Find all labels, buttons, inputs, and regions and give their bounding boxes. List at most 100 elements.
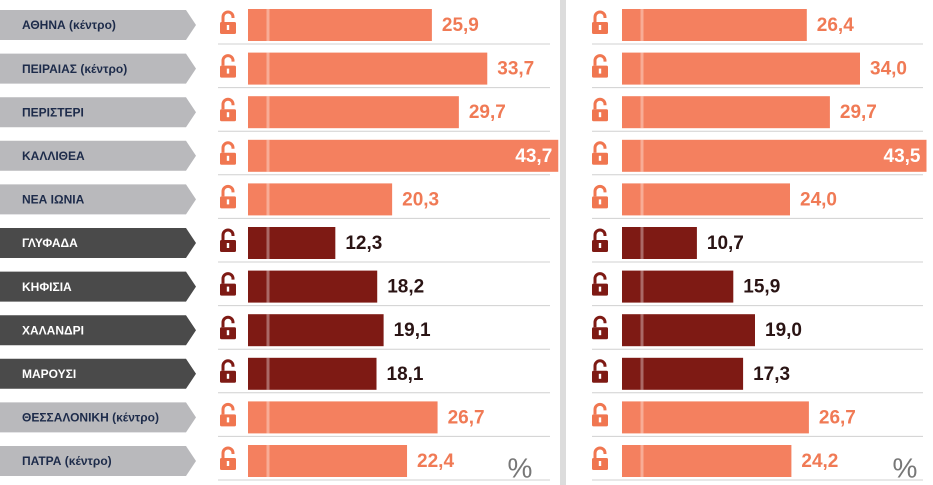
- category-tab: [0, 358, 196, 389]
- lock-hole: [226, 330, 230, 336]
- category-label: ΘΕΣΣΑΛΟΝΙΚΗ (κέντρο): [22, 411, 159, 425]
- category-label: ΝΕΑ ΙΩΝΙΑ: [22, 193, 85, 207]
- value-label: 18,1: [387, 364, 424, 385]
- category-label: ΓΛΥΦΑΔΑ: [22, 236, 78, 250]
- bar: [622, 9, 807, 41]
- category-label: ΚΗΦΙΣΙΑ: [22, 280, 72, 294]
- category-tab: [0, 446, 196, 476]
- lock-shackle: [221, 228, 235, 240]
- lock-hole: [598, 155, 602, 161]
- bar: [248, 445, 408, 477]
- lock-icon: [592, 359, 608, 383]
- lock-hole: [598, 461, 602, 466]
- lock-icon: [220, 402, 236, 427]
- lock-icon: [220, 228, 236, 252]
- category-tab: [0, 10, 196, 40]
- bar: [248, 227, 336, 259]
- lock-hole: [226, 373, 230, 379]
- lock-icon: [220, 184, 236, 209]
- lock-icon: [592, 272, 608, 296]
- lock-shackle: [593, 228, 607, 240]
- value-label: 43,7: [515, 146, 552, 167]
- lock-icon: [592, 446, 608, 470]
- value-label: 26,7: [819, 407, 856, 428]
- category-label: ΠΕΙΡΑΙΑΣ (κέντρο): [22, 62, 127, 76]
- lock-hole: [598, 112, 602, 118]
- lock-icon: [592, 228, 608, 252]
- lock-icon: [220, 141, 236, 165]
- value-label: 29,7: [840, 102, 877, 123]
- value-label: 15,9: [743, 277, 780, 298]
- bar: [248, 357, 377, 390]
- unit-label: %: [893, 452, 918, 483]
- bar: [622, 52, 860, 85]
- unit-label: %: [508, 452, 533, 483]
- value-label: 12,3: [345, 233, 382, 254]
- lock-shackle: [593, 359, 607, 371]
- category-label: ΚΑΛΛΙΘΕΑ: [22, 149, 85, 163]
- lock-icon: [220, 446, 236, 470]
- bar: [622, 357, 744, 390]
- value-label: 43,5: [884, 146, 921, 167]
- bar: [248, 270, 378, 303]
- lock-icon: [220, 272, 236, 296]
- category-label: ΠΑΤΡΑ (κέντρο): [22, 454, 112, 468]
- lock-hole: [598, 373, 602, 379]
- category-tab: [0, 315, 196, 346]
- lock-hole: [226, 155, 230, 161]
- value-label: 19,0: [765, 320, 802, 341]
- lock-shackle: [221, 10, 235, 22]
- lock-hole: [598, 199, 602, 205]
- category-label: ΠΕΡΙΣΤΕΡΙ: [22, 105, 84, 119]
- bar: [248, 52, 488, 85]
- lock-icon: [220, 315, 236, 340]
- category-tab: [0, 402, 196, 433]
- value-label: 10,7: [707, 233, 744, 254]
- lock-hole: [598, 286, 602, 292]
- lock-icon: [592, 97, 608, 122]
- lock-hole: [598, 243, 602, 248]
- lock-shackle: [221, 272, 235, 284]
- value-label: 34,0: [870, 59, 907, 80]
- lock-icon: [220, 97, 236, 122]
- lock-shackle: [221, 141, 235, 153]
- bar: [248, 183, 393, 216]
- lock-hole: [226, 68, 230, 74]
- bar: [248, 139, 559, 172]
- lock-shackle: [593, 446, 607, 458]
- lock-shackle: [221, 184, 235, 197]
- bar: [248, 96, 459, 129]
- lock-shackle: [221, 402, 235, 415]
- bar: [622, 314, 755, 347]
- lock-hole: [226, 243, 230, 248]
- lock-hole: [226, 112, 230, 118]
- category-label: ΧΑΛΑΝΔΡΙ: [22, 323, 84, 337]
- value-label: 24,0: [800, 189, 837, 210]
- bar: [622, 445, 792, 477]
- lock-shackle: [221, 97, 235, 110]
- value-label: 25,9: [442, 15, 479, 36]
- bar: [622, 227, 697, 259]
- category-label: ΜΑΡΟΥΣΙ: [22, 367, 76, 381]
- lock-hole: [226, 461, 230, 466]
- bar: [248, 9, 432, 41]
- lock-shackle: [221, 54, 235, 66]
- lock-shackle: [593, 272, 607, 284]
- bar: [622, 270, 734, 303]
- lock-shackle: [221, 359, 235, 371]
- category-tab: [0, 184, 196, 215]
- category-tab: [0, 53, 196, 84]
- value-label: 18,2: [387, 277, 424, 298]
- value-label: 29,7: [469, 102, 506, 123]
- category-label: ΑΘΗΝΑ (κέντρο): [22, 18, 116, 32]
- lock-shackle: [593, 10, 607, 22]
- bar: [622, 139, 927, 172]
- category-tab: [0, 228, 196, 258]
- lock-hole: [598, 25, 602, 30]
- lock-hole: [598, 417, 602, 423]
- lock-shackle: [593, 315, 607, 328]
- category-tab: [0, 140, 196, 171]
- lock-icon: [220, 54, 236, 78]
- bar: [622, 96, 830, 129]
